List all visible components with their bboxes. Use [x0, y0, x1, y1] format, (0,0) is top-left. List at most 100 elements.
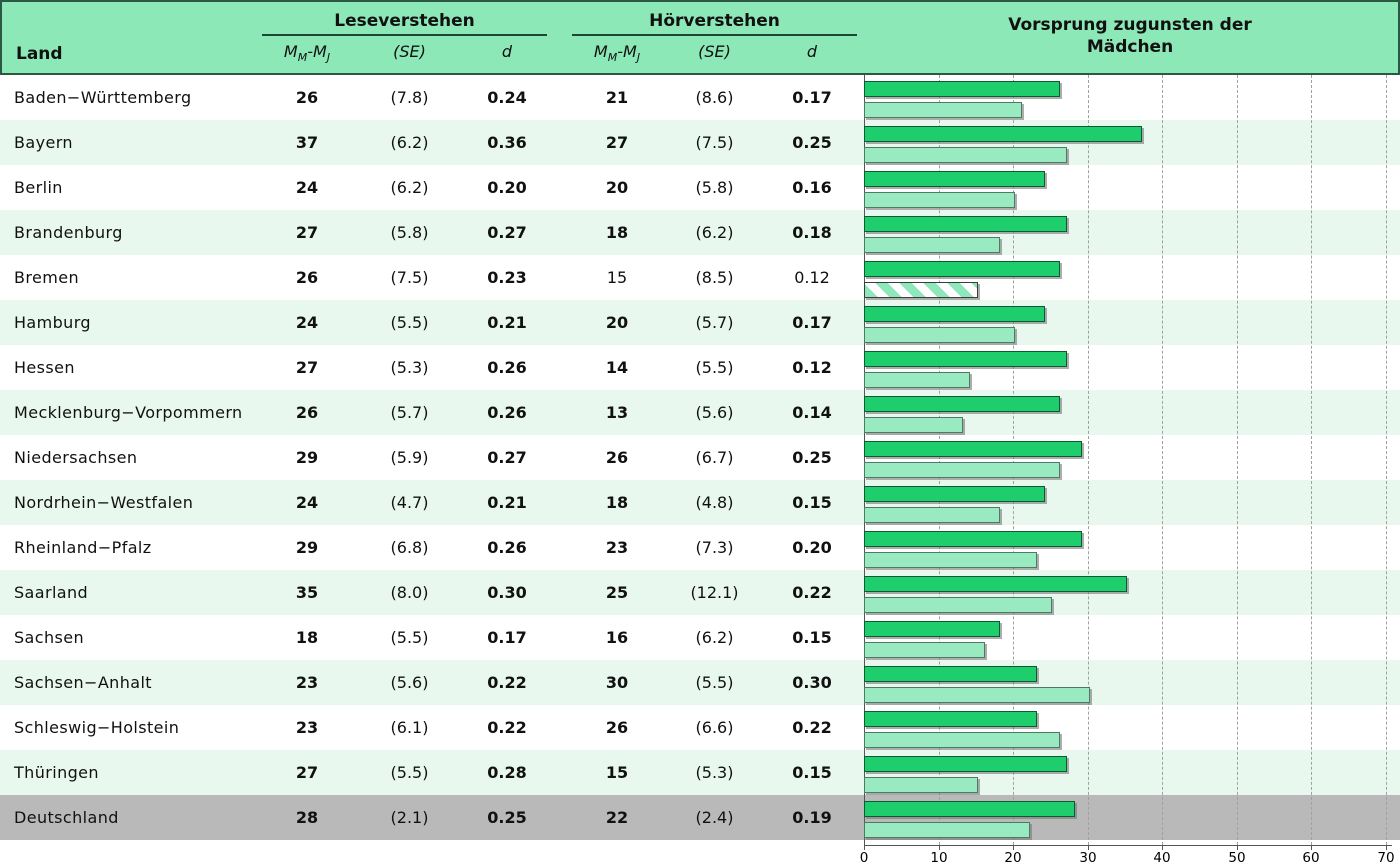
- hoer-d-value: 0.16: [792, 178, 832, 197]
- axis-tick: [864, 846, 865, 850]
- hoer-d-value: 0.19: [792, 808, 832, 827]
- lese-se-value: (5.7): [390, 403, 429, 422]
- hoer-mdiff-value: 23: [605, 538, 629, 557]
- axis-tick: [1088, 846, 1089, 850]
- axis-tick: [1013, 846, 1014, 850]
- lese-mdiff-value: 26: [295, 268, 319, 287]
- hoer-mdiff-value: 26: [605, 718, 629, 737]
- lese-d-value: 0.28: [487, 763, 527, 782]
- lese-d-value: 0.17: [487, 628, 527, 647]
- hoer-d-value: 0.12: [794, 268, 830, 287]
- lese-se-value: (6.2): [390, 133, 429, 152]
- hoer-d-value: 0.22: [792, 583, 832, 602]
- lese-mdiff-value: 23: [295, 718, 319, 737]
- land-label: Hessen: [14, 358, 75, 377]
- row-bars: [862, 210, 1400, 255]
- lese-bar: [864, 621, 1000, 637]
- lese-se-value: (5.5): [390, 763, 429, 782]
- hoer-bar: [864, 237, 1000, 253]
- lese-mdiff-value: 37: [295, 133, 319, 152]
- lese-mdiff-value: 26: [295, 88, 319, 107]
- header-gap: [552, 2, 567, 73]
- hoer-mdiff-value: 20: [605, 313, 629, 332]
- table-row: Sachsen 18 (5.5) 0.17 16 (6.2) 0.15: [0, 615, 1400, 660]
- hoer-se-value: (6.2): [695, 223, 734, 242]
- lese-se-value: (5.3): [390, 358, 429, 377]
- lese-d-value: 0.21: [487, 493, 527, 512]
- lese-subheader-row: MM-MJ (SE) d: [257, 42, 552, 64]
- land-label: Sachsen: [14, 628, 85, 647]
- lese-mdiff-value: 35: [295, 583, 319, 602]
- row-bars: [862, 300, 1400, 345]
- lese-se-value: (5.9): [390, 448, 429, 467]
- lese-mdiff-value: 29: [295, 448, 319, 467]
- axis-tick-label: 30: [1079, 850, 1097, 866]
- lese-bar: [864, 756, 1067, 772]
- axis-tick-label: 40: [1153, 850, 1171, 866]
- lese-mdiff-value: 23: [295, 673, 319, 692]
- table-row: Mecklenburg−Vorpommern 26 (5.7) 0.26 13 …: [0, 390, 1400, 435]
- land-label: Nordrhein−Westfalen: [14, 493, 194, 512]
- hoer-bar: [864, 462, 1060, 478]
- lese-bar: [864, 306, 1045, 322]
- lese-se-value: (2.1): [390, 808, 429, 827]
- hoer-se-value: (12.1): [690, 583, 739, 602]
- lese-group-title: Leseverstehen: [334, 11, 475, 31]
- land-label: Berlin: [14, 178, 63, 197]
- hoer-bar: [864, 777, 978, 793]
- hoer-bar: [864, 642, 985, 658]
- hoer-bar: [864, 507, 1000, 523]
- hoer-se-value: (8.5): [695, 268, 734, 287]
- table-row: Baden−Württemberg 26 (7.8) 0.24 21 (8.6)…: [0, 75, 1400, 120]
- lese-se-value: (5.5): [390, 628, 429, 647]
- lese-bar: [864, 666, 1037, 682]
- lese-bar: [864, 441, 1082, 457]
- hoer-se-value: (5.5): [695, 358, 734, 377]
- hoer-bar: [864, 372, 970, 388]
- land-label: Bremen: [14, 268, 80, 287]
- table-row: Sachsen−Anhalt 23 (5.6) 0.22 30 (5.5) 0.…: [0, 660, 1400, 705]
- land-label: Niedersachsen: [14, 448, 138, 467]
- lese-se-value: (5.5): [390, 313, 429, 332]
- hoer-d-value: 0.25: [792, 133, 832, 152]
- lese-bar: [864, 351, 1067, 367]
- lese-mdiff-value: 26: [295, 403, 319, 422]
- hoer-d-value: 0.30: [792, 673, 832, 692]
- hoer-bar: [864, 102, 1022, 118]
- row-bars: [862, 165, 1400, 210]
- lese-d-value: 0.26: [487, 358, 527, 377]
- land-label: Mecklenburg−Vorpommern: [14, 403, 243, 422]
- row-bars: [862, 660, 1400, 705]
- row-bars: [862, 705, 1400, 750]
- table-row: Berlin 24 (6.2) 0.20 20 (5.8) 0.16: [0, 165, 1400, 210]
- lese-se-value: (6.8): [390, 538, 429, 557]
- row-bars: [862, 345, 1400, 390]
- lese-mdiff-value: 27: [295, 763, 319, 782]
- axis-tick-label: 50: [1228, 850, 1246, 866]
- hoer-bar: [864, 732, 1060, 748]
- hoer-se-value: (7.3): [695, 538, 734, 557]
- x-axis-line: [864, 845, 1392, 846]
- hoer-mdiff-value: 26: [605, 448, 629, 467]
- lese-d-value: 0.30: [487, 583, 527, 602]
- lese-bar: [864, 396, 1060, 412]
- hoer-bar: [864, 597, 1052, 613]
- lese-bar: [864, 711, 1037, 727]
- lese-bar: [864, 261, 1060, 277]
- lese-se-value: (6.2): [390, 178, 429, 197]
- lese-se-value: (8.0): [390, 583, 429, 602]
- lese-bar: [864, 171, 1045, 187]
- row-bars: [862, 525, 1400, 570]
- hoer-bar: [864, 417, 963, 433]
- lese-bar: [864, 216, 1067, 232]
- hoer-group-header: Hörverstehen MM-MJ (SE) d: [567, 2, 862, 73]
- hoer-se-value: (5.3): [695, 763, 734, 782]
- hoer-mdiff-value: 15: [605, 763, 629, 782]
- hoer-d-value: 0.22: [792, 718, 832, 737]
- hoer-se-value: (5.6): [695, 403, 734, 422]
- hoer-mdiff-value: 18: [605, 223, 629, 242]
- axis-tick: [1386, 846, 1387, 850]
- table-row: Saarland 35 (8.0) 0.30 25 (12.1) 0.22: [0, 570, 1400, 615]
- hoer-d-value: 0.18: [792, 223, 832, 242]
- lese-mdiff-value: 24: [295, 493, 319, 512]
